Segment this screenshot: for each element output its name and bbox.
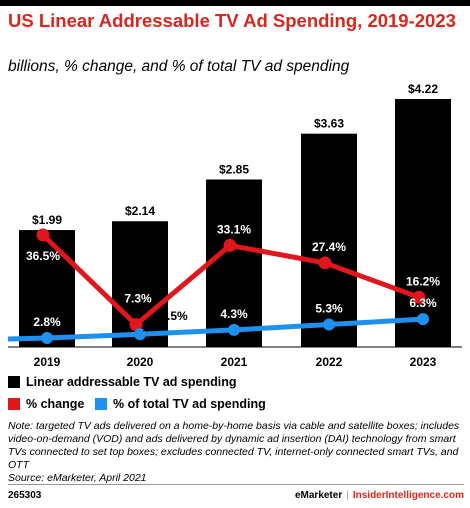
share-label-leader-2020: [142, 318, 161, 332]
share-label-2020: 3.5%: [160, 309, 188, 323]
change-point-2021: [223, 238, 237, 252]
share-label-2019: 2.8%: [33, 315, 61, 329]
legend-swatch-share: [95, 398, 107, 410]
change-label-2021: 33.1%: [217, 222, 251, 236]
change-label-2023: 16.2%: [406, 274, 440, 288]
chart-title: US Linear Addressable TV Ad Spending, 20…: [8, 10, 456, 31]
bar-label-2022: $3.63: [314, 117, 344, 131]
brand-insider-intelligence: InsiderIntelligence.com: [352, 490, 464, 501]
share-label-2021: 4.3%: [220, 307, 248, 321]
share-point-2019: [41, 332, 53, 344]
change-point-2023: [412, 290, 426, 304]
bar-2021: [206, 179, 262, 347]
category-label-2019: 2019: [34, 355, 61, 369]
brand-separator: |: [346, 490, 349, 501]
change-label-2020: 7.3%: [124, 292, 152, 306]
chart-subtitle: billions, % change, and % of total TV ad…: [8, 58, 350, 75]
footer-rule: [8, 484, 464, 485]
note-body: Note: targeted TV ads delivered on a hom…: [8, 420, 460, 471]
legend-label-share: % of total TV ad spending: [113, 397, 266, 411]
top-rule: [0, 0, 470, 6]
change-point-2020: [129, 318, 143, 332]
legend-swatch-change: [8, 398, 20, 410]
brand-emarketer: eMarketer: [294, 490, 343, 501]
legend-label-spending: Linear addressable TV ad spending: [26, 375, 237, 389]
bars-layer: [19, 99, 451, 347]
bar-2023: [395, 99, 451, 347]
legend-label-change: % change: [26, 397, 85, 411]
change-point-2019: [36, 228, 50, 242]
source-text: Source: eMarketer, April 2021: [8, 472, 147, 484]
labels-layer: $1.99 2019 $2.14 2020 $2.85 2021 $3.63 2022 $4.2…: [26, 82, 440, 369]
note-text: Note: targeted TV ads delivered on a hom…: [8, 420, 464, 485]
footer-brand: eMarketer | InsiderIntelligence.com: [295, 490, 464, 501]
change-label-2022: 27.4%: [312, 240, 346, 254]
share-point-2023: [417, 313, 429, 326]
chart-area: $1.99 2019 $2.14 2020 $2.85 2021 $3.63 2022 $4.2…: [7, 82, 462, 369]
bar-label-2021: $2.85: [219, 163, 249, 177]
category-label-2021: 2021: [221, 355, 248, 369]
change-label-2019: 36.5%: [26, 249, 60, 263]
bar-label-2023: $4.22: [408, 82, 438, 96]
share-line: [7, 316, 424, 342]
legend-item-spending: Linear addressable TV ad spending: [8, 375, 236, 389]
legend-item-change: % change: [8, 397, 84, 411]
chart-id: 265303: [8, 490, 42, 501]
legend-item-share: % of total TV ad spending: [95, 397, 266, 411]
share-label-2023: 6.3%: [409, 296, 437, 310]
change-point-2022: [318, 256, 332, 270]
category-label-2020: 2020: [127, 355, 154, 369]
bar-2019: [19, 230, 75, 347]
category-label-2022: 2022: [316, 355, 343, 369]
share-point-2022: [323, 318, 335, 331]
share-label-2022: 5.3%: [315, 302, 343, 316]
share-point-2021: [228, 323, 240, 336]
bar-label-2019: $1.99: [32, 213, 62, 227]
bar-2022: [301, 133, 357, 347]
category-label-2023: 2023: [410, 355, 437, 369]
legend-swatch-spending: [8, 376, 20, 388]
bar-label-2020: $2.14: [125, 204, 155, 218]
